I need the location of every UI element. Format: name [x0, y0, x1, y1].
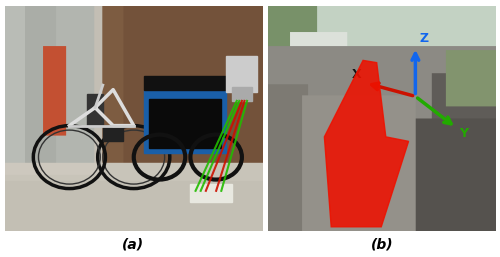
- Polygon shape: [324, 60, 408, 227]
- Text: X: X: [352, 68, 362, 81]
- Bar: [88, 94, 103, 126]
- Bar: [232, 87, 252, 101]
- Bar: [103, 126, 124, 141]
- Text: (a): (a): [122, 238, 144, 252]
- Text: Y: Y: [458, 127, 468, 140]
- Text: Z: Z: [420, 32, 429, 45]
- Bar: [144, 90, 226, 153]
- Text: (b): (b): [371, 238, 394, 252]
- Bar: [144, 76, 226, 90]
- Bar: [226, 56, 258, 92]
- Bar: [190, 184, 232, 202]
- Bar: [149, 99, 222, 148]
